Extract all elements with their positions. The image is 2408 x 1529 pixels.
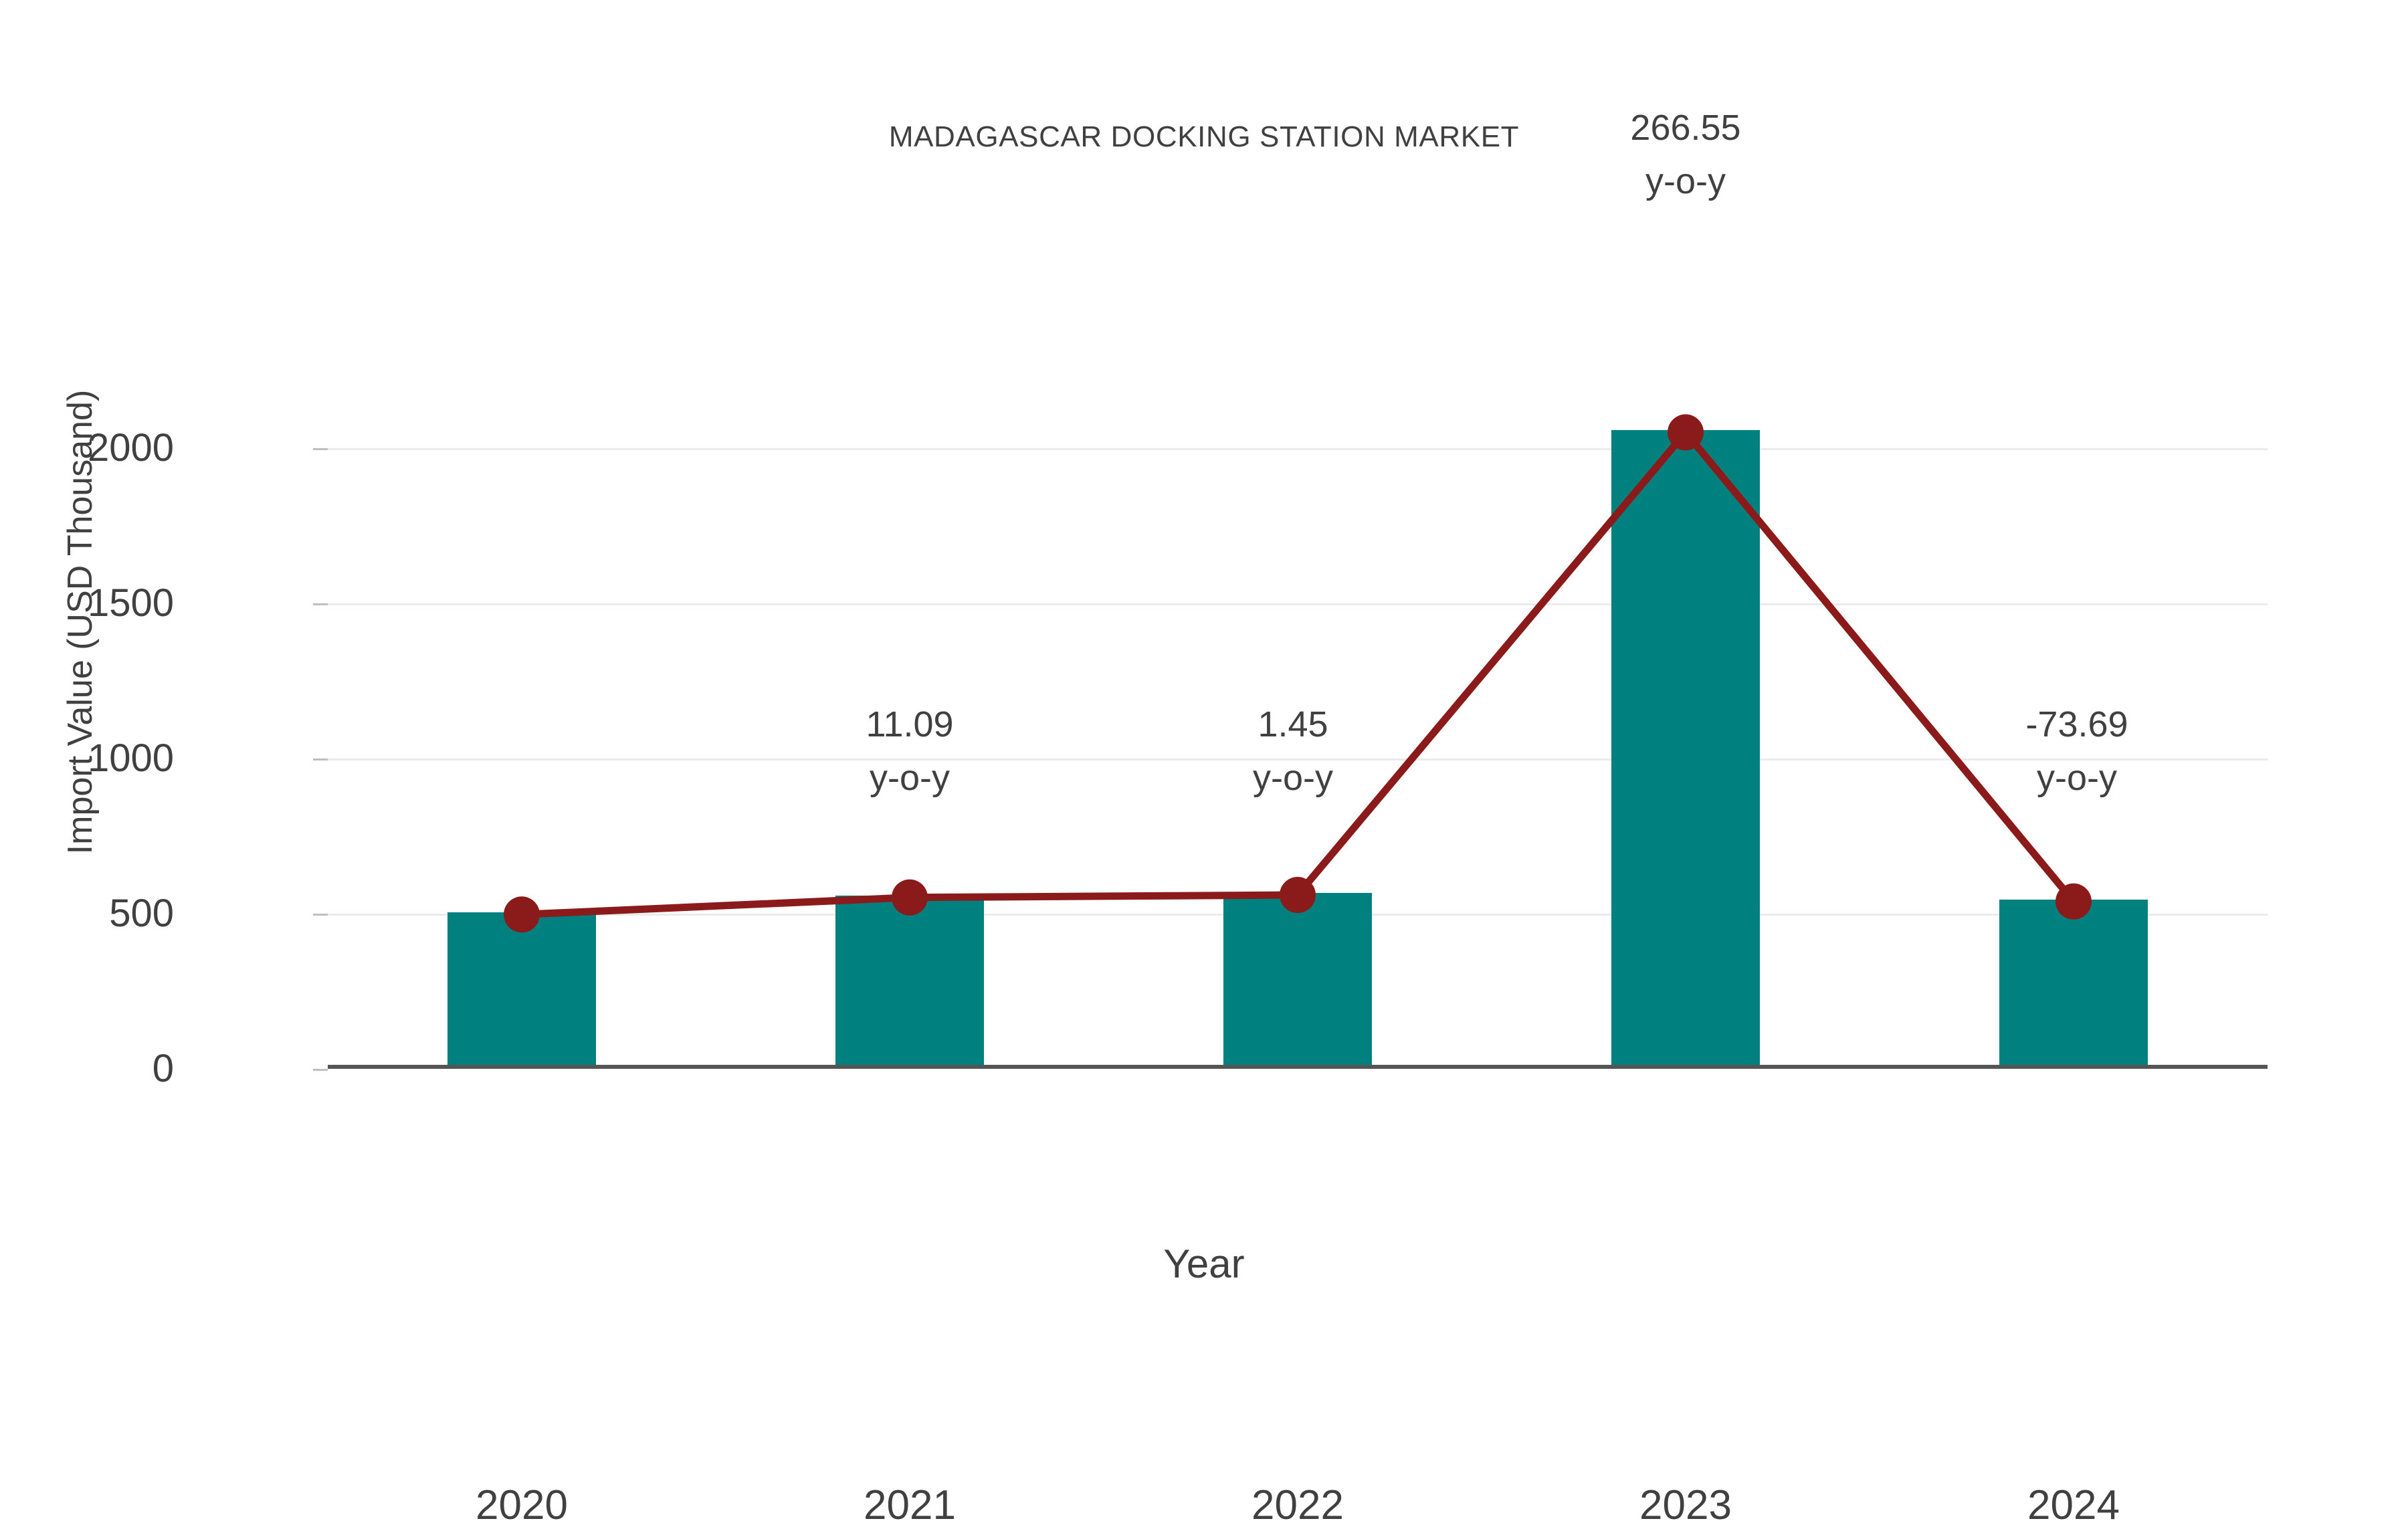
- plot-area: 2000 1500 1000 500 0 2020 2021 2022 2023…: [88, 108, 2268, 1528]
- x-axis-title: Year: [1163, 1241, 1245, 1286]
- yoy-annotation-2022: 1.45 y-o-y: [1253, 704, 1333, 799]
- yoy-annotation-2021: 11.09 y-o-y: [866, 704, 953, 799]
- y-tick-mark-2000: [313, 447, 328, 450]
- yoy-unit-2021: y-o-y: [870, 758, 950, 799]
- chart-title: MADAGASCAR DOCKING STATION MARKET: [888, 120, 1520, 153]
- bar-2021: [835, 895, 984, 1067]
- y-tick-label-500: 500: [109, 891, 174, 935]
- bar-2023: [1611, 430, 1760, 1067]
- x-tick-label-2022: 2022: [1251, 1482, 1344, 1528]
- bar-2022: [1223, 893, 1372, 1067]
- bar-2020: [447, 912, 596, 1067]
- yoy-value-2023: 266.55: [1630, 108, 1741, 148]
- y-tick-mark-1000: [313, 758, 328, 760]
- yoy-value-2021: 11.09: [866, 704, 954, 744]
- yoy-line-path: [521, 426, 2077, 918]
- y-tick-label-1000: 1000: [87, 736, 174, 780]
- yoy-annotation-2023: 266.55 y-o-y: [1630, 107, 1740, 202]
- x-axis-line: [328, 1065, 2268, 1069]
- y-tick-mark-0: [313, 1069, 328, 1071]
- gridline-1500: [328, 603, 2268, 605]
- x-tick-label-2021: 2021: [864, 1482, 956, 1528]
- gridline-2000: [328, 447, 2268, 450]
- x-tick-label-2024: 2024: [2027, 1482, 2120, 1528]
- chart-container: MADAGASCAR DOCKING STATION MARKET Import…: [61, 108, 2268, 1528]
- y-tick-label-0: 0: [152, 1047, 174, 1090]
- x-tick-label-2023: 2023: [1639, 1482, 1732, 1528]
- x-tick-label-2020: 2020: [476, 1482, 568, 1528]
- yoy-value-2024: -73.69: [2025, 704, 2128, 744]
- yoy-value-2022: 1.45: [1258, 704, 1328, 744]
- y-tick-mark-500: [313, 913, 328, 916]
- yoy-unit-2023: y-o-y: [1645, 161, 1726, 202]
- yoy-unit-2024: y-o-y: [2037, 758, 2117, 799]
- y-tick-label-1500: 1500: [87, 581, 174, 625]
- y-tick-label-2000: 2000: [87, 425, 174, 470]
- yoy-unit-2022: y-o-y: [1253, 758, 1333, 799]
- y-tick-mark-1500: [313, 603, 328, 605]
- yoy-annotation-2024: -73.69 y-o-y: [2025, 704, 2128, 799]
- bar-2024: [1999, 899, 2148, 1067]
